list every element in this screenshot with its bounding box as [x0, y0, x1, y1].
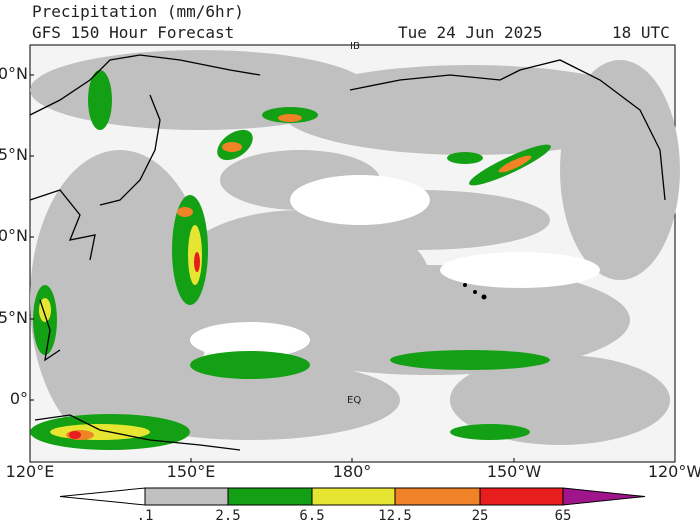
lat-label: 60°N	[0, 64, 28, 83]
lon-label: 180°	[333, 462, 372, 481]
colorbar: .1 2.5 6.5 12.5 25 65	[59, 487, 646, 524]
colorbar-label: 2.5	[215, 508, 240, 524]
title: Precipitation (mm/6hr)	[32, 2, 244, 21]
colorbar-segment	[227, 487, 313, 506]
colorbar-label: 65	[555, 508, 572, 524]
colorbar-segment	[144, 487, 229, 506]
lat-label: 15°N	[0, 308, 28, 327]
colorbar-segment	[479, 487, 564, 506]
lon-label: 120°W	[648, 462, 700, 481]
lon-label: 150°E	[167, 462, 216, 481]
lon-label: 150°W	[487, 462, 542, 481]
subtitle: GFS 150 Hour Forecast	[32, 23, 234, 42]
lat-label: 45°N	[0, 145, 28, 164]
colorbar-label: 6.5	[299, 508, 324, 524]
colorbar-label: .1	[137, 508, 154, 524]
colorbar-segment	[311, 487, 396, 506]
marker: EQ	[347, 395, 361, 406]
lon-label: 120°E	[6, 462, 55, 481]
date: Tue 24 Jun 2025	[398, 23, 543, 42]
time: 18 UTC	[612, 23, 670, 42]
colorbar-label: 12.5	[378, 508, 412, 524]
marker: IB	[350, 41, 360, 52]
lat-label: 30°N	[0, 226, 28, 245]
colorbar-segment	[59, 487, 146, 506]
map: IB EQ 60°N 45°N 30°N 15°N 0° 120°E 150°E 180° 1…	[0, 41, 700, 481]
colorbar-segment	[562, 487, 646, 506]
colorbar-segment	[394, 487, 481, 506]
lat-label: 0°	[10, 389, 28, 408]
colorbar-label: 25	[472, 508, 489, 524]
